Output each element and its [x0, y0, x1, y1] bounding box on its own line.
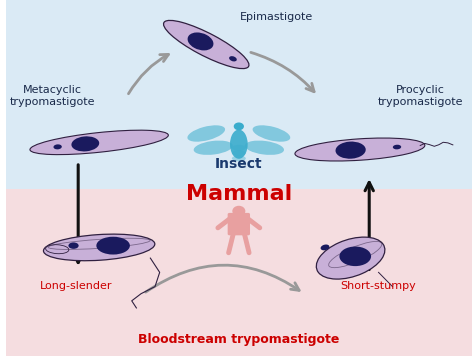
Ellipse shape — [232, 145, 246, 151]
Ellipse shape — [295, 138, 425, 161]
Text: Metacyclic
trypomastigote: Metacyclic trypomastigote — [10, 85, 95, 107]
Ellipse shape — [30, 130, 168, 155]
FancyBboxPatch shape — [228, 213, 250, 235]
Text: Procyclic
trypomastigote: Procyclic trypomastigote — [378, 85, 463, 107]
Bar — [6, 189, 472, 356]
Ellipse shape — [245, 141, 284, 155]
Text: Insect: Insect — [215, 157, 263, 171]
Ellipse shape — [393, 145, 401, 150]
Ellipse shape — [54, 144, 62, 150]
Ellipse shape — [72, 136, 99, 151]
Ellipse shape — [68, 242, 79, 249]
Ellipse shape — [232, 206, 246, 216]
Ellipse shape — [188, 32, 213, 51]
Text: Mammal: Mammal — [186, 184, 292, 204]
Ellipse shape — [44, 234, 155, 261]
Ellipse shape — [253, 125, 290, 142]
Ellipse shape — [320, 245, 329, 250]
Ellipse shape — [339, 246, 371, 266]
Text: Bloodstream trypomastigote: Bloodstream trypomastigote — [138, 334, 339, 346]
Ellipse shape — [229, 56, 237, 62]
Ellipse shape — [187, 125, 225, 142]
Ellipse shape — [46, 245, 69, 254]
Ellipse shape — [164, 20, 249, 69]
Ellipse shape — [316, 237, 385, 279]
Text: Epimastigote: Epimastigote — [239, 12, 313, 22]
Ellipse shape — [230, 130, 248, 159]
Ellipse shape — [96, 237, 130, 255]
Text: Long-slender: Long-slender — [40, 281, 112, 291]
Ellipse shape — [194, 141, 233, 155]
Ellipse shape — [232, 156, 246, 161]
Bar — [6, 0, 472, 189]
Ellipse shape — [234, 122, 244, 130]
Text: Short-stumpy: Short-stumpy — [341, 281, 416, 291]
Ellipse shape — [232, 150, 246, 156]
Ellipse shape — [336, 142, 366, 159]
